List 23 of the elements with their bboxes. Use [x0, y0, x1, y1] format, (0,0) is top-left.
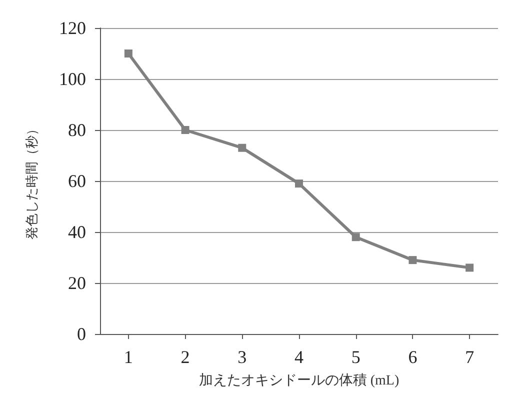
x-tick-label: 1 [124, 347, 133, 367]
y-tick-label: 80 [68, 120, 86, 140]
x-tick-label: 6 [408, 347, 418, 367]
point [408, 256, 417, 264]
point [352, 233, 360, 242]
x-tick-label: 4 [294, 347, 304, 367]
point [238, 144, 246, 152]
x-tick-label: 3 [238, 347, 247, 367]
point [181, 126, 190, 134]
point [295, 180, 303, 188]
y-tick-label: 0 [77, 324, 86, 344]
y-tick-label: 40 [68, 222, 86, 242]
point [124, 50, 132, 58]
y-tick-label: 60 [68, 171, 86, 191]
y-tick-label: 20 [68, 273, 86, 293]
y-tick-label: 120 [59, 18, 86, 38]
y-axis-title: 発色した時間（秒） [24, 122, 39, 240]
point [466, 264, 474, 272]
x-axis-title: 加えたオキシドールの体積 (mL) [198, 372, 400, 388]
y-tick-label: 100 [59, 69, 86, 89]
x-tick-label: 5 [351, 347, 360, 367]
x-tick-label: 2 [180, 347, 190, 367]
x-tick-label: 7 [465, 347, 474, 367]
